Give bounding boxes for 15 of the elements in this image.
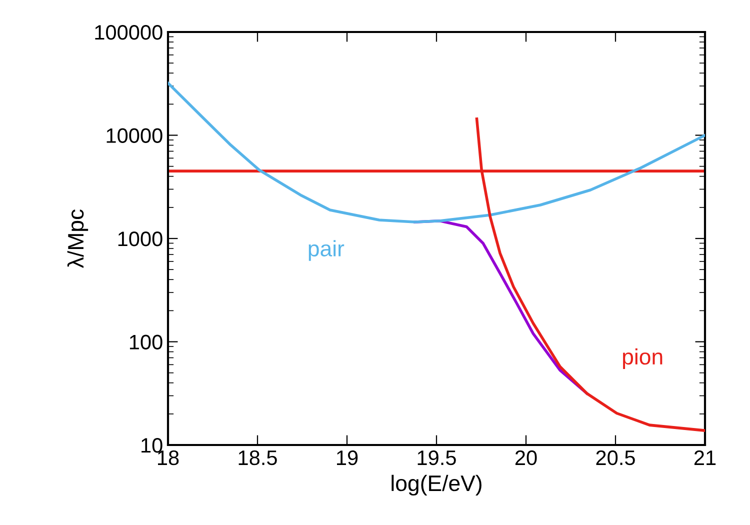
y-tick-label: 100000 [95, 25, 162, 40]
x-tick-label: 19.5 [418, 450, 456, 466]
x-axis-title: log(E/eV) [392, 474, 482, 496]
series-label: pion [623, 348, 662, 370]
x-tick-label: 18.5 [238, 450, 277, 466]
series-label: pair [308, 240, 344, 261]
x-tick-label: 20.5 [596, 450, 635, 466]
x-tick-label: 21 [694, 450, 716, 465]
y-tick-label: 1000 [118, 232, 162, 246]
y-tick-label: 10000 [106, 128, 162, 144]
y-tick-label: 100 [130, 334, 162, 350]
y-axis-title: λ/Mpc [67, 209, 88, 268]
x-tick-label: 20 [515, 450, 537, 466]
x-tick-label: 19 [337, 450, 358, 466]
line-series [168, 82, 705, 224]
